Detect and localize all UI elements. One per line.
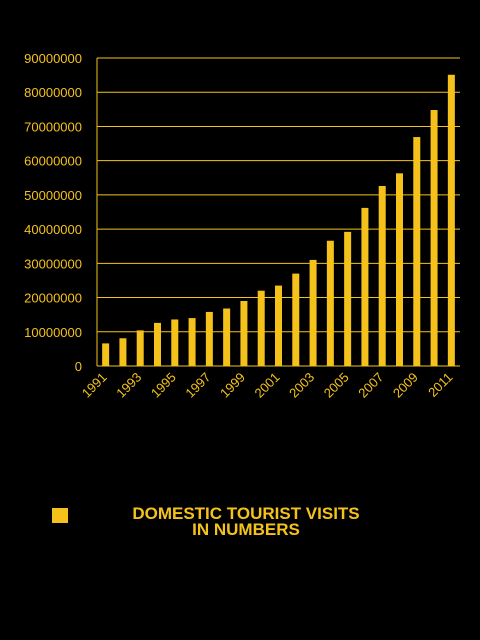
x-tick-label: 1991 xyxy=(79,370,110,401)
x-tick-label: 2005 xyxy=(321,370,352,401)
y-tick-label: 30000000 xyxy=(24,256,82,271)
y-tick-label: 60000000 xyxy=(24,154,82,169)
bar xyxy=(205,311,213,366)
y-tick-label: 20000000 xyxy=(24,291,82,306)
bar xyxy=(361,207,369,366)
bar xyxy=(292,273,300,366)
legend-swatch xyxy=(52,508,68,523)
y-tick-label: 70000000 xyxy=(24,119,82,134)
x-tick-label: 1997 xyxy=(182,370,213,401)
x-tick-label: 2003 xyxy=(286,370,317,401)
bar xyxy=(430,110,438,366)
y-tick-label: 0 xyxy=(75,359,82,374)
bar xyxy=(413,137,421,366)
x-tick-label: 1999 xyxy=(217,370,248,401)
bar xyxy=(378,185,386,366)
bar xyxy=(396,173,403,366)
bar xyxy=(240,300,248,366)
x-tick-label: 2001 xyxy=(252,370,283,401)
bar xyxy=(154,322,161,366)
y-tick-label: 80000000 xyxy=(24,85,82,100)
bar xyxy=(102,343,110,366)
bar xyxy=(309,259,317,366)
x-tick-label: 2011 xyxy=(425,370,455,400)
y-tick-label: 10000000 xyxy=(24,325,82,340)
x-tick-label: 1993 xyxy=(113,370,144,401)
bar xyxy=(257,290,265,366)
bar xyxy=(223,308,231,366)
bar xyxy=(136,330,144,366)
bar xyxy=(275,285,282,366)
legend-label-line1: DOMESTIC TOURIST VISITS xyxy=(132,504,360,523)
bar xyxy=(344,231,352,366)
bar xyxy=(326,240,334,366)
y-tick-label: 40000000 xyxy=(24,222,82,237)
x-axis-tick-labels: 1991 1993 1995 1997 1999 2001 2003 2005 2007 2009… xyxy=(79,370,456,401)
bar xyxy=(171,319,179,366)
legend: DOMESTIC TOURIST VISITS IN NUMBERS xyxy=(52,504,432,546)
y-tick-label: 50000000 xyxy=(24,188,82,203)
bars xyxy=(102,74,455,366)
y-axis-tick-labels: 0 10000000 20000000 30000000 40000000 5000000… xyxy=(24,51,82,374)
bar xyxy=(119,338,127,366)
bar xyxy=(447,74,455,366)
y-tick-label: 90000000 xyxy=(24,51,82,66)
x-tick-label: 2009 xyxy=(390,370,421,401)
legend-label-line2: IN NUMBERS xyxy=(192,520,300,539)
legend-label: DOMESTIC TOURIST VISITS IN NUMBERS xyxy=(100,504,392,539)
x-tick-label: 1995 xyxy=(148,370,179,401)
x-tick-label: 2007 xyxy=(355,370,386,401)
bar xyxy=(188,318,196,366)
